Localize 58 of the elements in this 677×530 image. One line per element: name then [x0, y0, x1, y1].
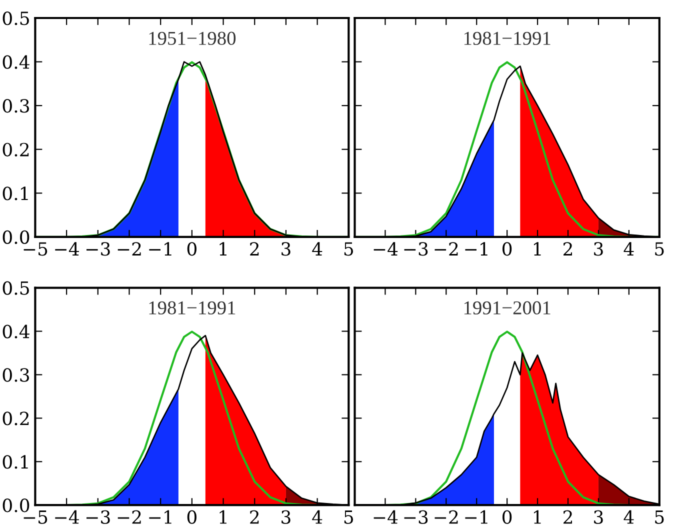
- x-tick-label: 5: [344, 242, 354, 256]
- x-tick-label: 2: [563, 510, 572, 524]
- y-tick-label: 0.5: [2, 11, 29, 26]
- x-tick-label: −4: [55, 510, 79, 524]
- x-tick-label: −3: [86, 510, 110, 524]
- y-tick-label: 0.2: [2, 412, 29, 426]
- x-tick-label: −5: [24, 242, 48, 256]
- x-tick-label: 2: [250, 510, 259, 524]
- y-tick-label: 0.3: [2, 368, 30, 382]
- x-tick-label: −3: [86, 242, 110, 256]
- x-tick-label: 5: [344, 510, 354, 524]
- y-tick-label: 0.4: [2, 55, 30, 69]
- x-tick-label: 4: [312, 242, 322, 256]
- x-tick-label: −5: [24, 510, 48, 524]
- x-tick-label: −2: [434, 242, 458, 256]
- x-tick-label: 1: [220, 242, 226, 256]
- x-tick-label: 0: [502, 510, 512, 524]
- y-tick-label: 0.3: [2, 99, 30, 113]
- y-tick-label: 0.0: [2, 230, 30, 244]
- y-tick-label: 0.0: [2, 498, 30, 512]
- x-tick-label: −4: [374, 242, 398, 256]
- x-tick-label: 3: [594, 242, 603, 256]
- x-tick-label: 3: [594, 510, 603, 524]
- x-tick-label: −1: [465, 510, 488, 524]
- x-tick-label: 0: [502, 242, 512, 256]
- x-tick-label: 1: [534, 242, 541, 256]
- y-tick-label: 0.2: [2, 142, 29, 156]
- x-tick-label: 4: [624, 510, 634, 524]
- x-tick-label: 5: [655, 242, 664, 256]
- x-tick-label: 4: [312, 510, 322, 524]
- x-tick-label: 4: [624, 242, 634, 256]
- x-tick-label: −1: [149, 510, 172, 524]
- text: 1981−1991: [149, 301, 236, 314]
- x-tick-label: 5: [655, 510, 664, 524]
- x-tick-label: 2: [250, 242, 259, 256]
- x-tick-label: −2: [434, 510, 458, 524]
- text: 1991−2001: [464, 301, 550, 314]
- x-tick-label: −2: [118, 242, 141, 256]
- x-tick-label: 3: [282, 242, 290, 256]
- x-tick-label: 3: [282, 510, 290, 524]
- y-tick-label: 0.4: [2, 324, 30, 338]
- x-tick-label: −3: [404, 242, 428, 256]
- x-tick-label: 0: [187, 242, 196, 256]
- text: 1981−1991: [464, 32, 550, 45]
- x-tick-label: −4: [55, 242, 79, 256]
- x-tick-label: −3: [404, 510, 428, 524]
- x-tick-label: 2: [563, 242, 572, 256]
- x-tick-label: −1: [149, 242, 172, 256]
- x-tick-label: 1: [534, 510, 541, 524]
- x-tick-label: 0: [187, 510, 196, 524]
- y-tick-label: 0.1: [2, 186, 28, 200]
- x-tick-label: −4: [374, 510, 398, 524]
- y-tick-label: 0.1: [2, 455, 28, 469]
- x-tick-label: −2: [118, 510, 141, 524]
- x-tick-label: 1: [220, 510, 226, 524]
- y-tick-label: 0.5: [2, 281, 29, 295]
- text: 1951−1980: [149, 32, 236, 45]
- x-tick-label: −1: [465, 242, 488, 256]
